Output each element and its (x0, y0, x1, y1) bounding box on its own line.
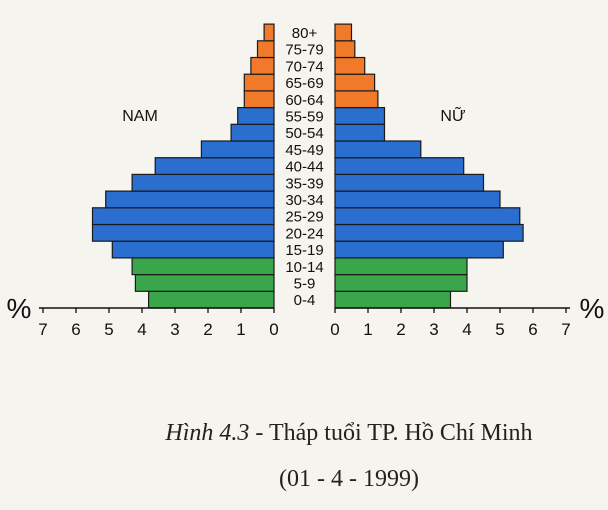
age-group-labels: 0-45-910-1415-1920-2425-2930-3435-3940-4… (285, 25, 323, 309)
bar-male-70-74 (250, 56, 275, 75)
figure-label: Hình 4.3 (165, 420, 250, 446)
bar-male-40-44 (154, 157, 275, 175)
bar-male-65-69 (243, 73, 275, 92)
bar-female-65-69 (334, 73, 376, 92)
bar-male-0-4 (148, 290, 275, 309)
bar-male-25-29 (91, 207, 275, 226)
tick-label-right-2: 2 (396, 320, 405, 339)
bar-female-0-4 (334, 290, 452, 309)
tick-label-right-1: 1 (363, 320, 372, 339)
age-label-55-59: 55-59 (285, 108, 323, 125)
bar-female-30-34 (334, 190, 501, 209)
bar-male-10-14 (131, 257, 275, 276)
age-label-30-34: 30-34 (285, 192, 323, 209)
tick-label-right-0: 0 (330, 320, 339, 339)
bar-female-60-64 (334, 90, 379, 109)
figure-date: (01 - 4 - 1999) (279, 466, 419, 492)
tick-label-right-3: 3 (429, 320, 438, 339)
bar-male-75-79 (256, 40, 275, 59)
tick-label-right-4: 4 (462, 320, 471, 339)
bar-male-50-54 (230, 123, 275, 142)
axis-unit-right: % (580, 293, 605, 324)
tick-label-left-4: 4 (137, 320, 146, 339)
tick-label-left-2: 2 (203, 320, 212, 339)
tick-label-right-5: 5 (495, 320, 504, 339)
female-bars (334, 23, 524, 309)
bar-female-5-9 (334, 274, 468, 292)
bar-female-80+ (334, 23, 353, 42)
bar-female-50-54 (334, 123, 386, 142)
age-label-80+: 80+ (292, 25, 318, 42)
tick-label-right-7: 7 (561, 320, 570, 339)
bar-female-15-19 (334, 240, 504, 259)
bar-male-60-64 (243, 90, 275, 109)
tick-label-left-3: 3 (170, 320, 179, 339)
axes: 7 6 5 4 3 2 1 0 0 1 2 3 4 5 6 7 (38, 307, 571, 339)
tick-label-left-6: 6 (71, 320, 80, 339)
bar-female-70-74 (334, 56, 366, 75)
age-label-10-14: 10-14 (285, 259, 323, 276)
bar-female-75-79 (334, 40, 356, 59)
age-label-50-54: 50-54 (285, 125, 323, 142)
bar-male-20-24 (91, 223, 275, 242)
age-label-65-69: 65-69 (285, 75, 323, 92)
figure-title: - Tháp tuổi TP. Hồ Chí Minh (249, 420, 533, 446)
bar-female-40-44 (334, 157, 465, 175)
male-bars (91, 23, 275, 309)
series-label-female: NỮ (440, 105, 465, 125)
age-label-5-9: 5-9 (294, 275, 316, 292)
age-label-75-79: 75-79 (285, 42, 323, 59)
axis-unit-left: % (7, 293, 32, 324)
bar-male-15-19 (111, 240, 275, 259)
age-label-35-39: 35-39 (285, 175, 323, 192)
bar-male-55-59 (237, 106, 275, 125)
bar-female-25-29 (334, 207, 521, 226)
bar-male-30-34 (105, 190, 275, 209)
age-label-60-64: 60-64 (285, 92, 323, 109)
age-label-20-24: 20-24 (285, 225, 323, 242)
bar-male-35-39 (131, 173, 275, 192)
bar-male-45-49 (200, 140, 275, 159)
tick-label-left-7: 7 (38, 320, 47, 339)
age-label-15-19: 15-19 (285, 242, 323, 259)
bar-female-45-49 (334, 140, 422, 159)
tick-label-left-0: 0 (269, 320, 278, 339)
age-label-70-74: 70-74 (285, 58, 323, 75)
bar-female-35-39 (334, 173, 485, 192)
age-label-40-44: 40-44 (285, 159, 323, 176)
age-label-45-49: 45-49 (285, 142, 323, 159)
bar-male-5-9 (134, 274, 275, 292)
bar-female-20-24 (334, 223, 524, 242)
bar-male-80+ (263, 23, 275, 42)
series-label-male: NAM (122, 108, 158, 125)
tick-label-left-1: 1 (236, 320, 245, 339)
tick-label-left-5: 5 (104, 320, 113, 339)
tick-label-right-6: 6 (528, 320, 537, 339)
population-pyramid: 0-45-910-1415-1920-2425-2930-3435-3940-4… (7, 23, 605, 339)
figure-caption: Hình 4.3 - Tháp tuổi TP. Hồ Chí Minh (0, 420, 608, 447)
bar-female-55-59 (334, 106, 386, 125)
age-label-25-29: 25-29 (285, 209, 323, 226)
age-label-0-4: 0-4 (294, 292, 316, 309)
bar-female-10-14 (334, 257, 468, 276)
